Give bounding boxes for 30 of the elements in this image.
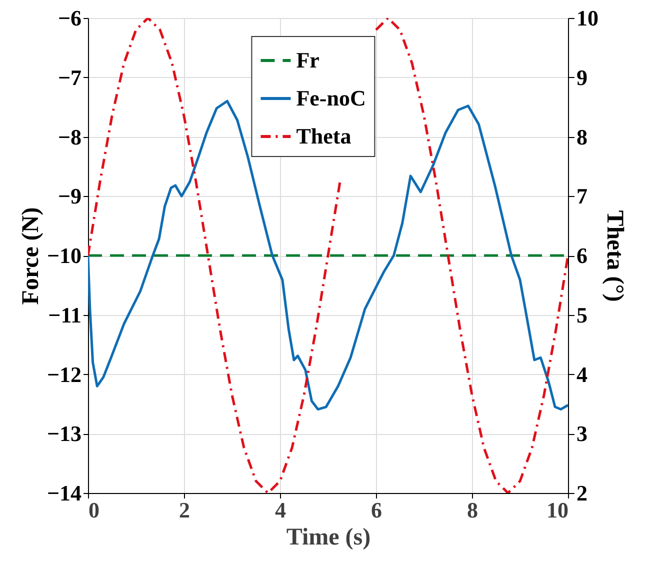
y-tick-label: −14 — [46, 480, 82, 506]
y2-tick-label: 4 — [576, 362, 588, 387]
y-tick-label: −13 — [46, 421, 82, 446]
y2-tick-label: 5 — [576, 302, 588, 328]
y2-tick-label: 2 — [576, 480, 588, 506]
y-tick-label: −9 — [58, 184, 82, 209]
x-tick-label: 2 — [179, 498, 190, 522]
y2-tick-label: 3 — [576, 421, 588, 446]
y-tick-label: −11 — [48, 302, 82, 328]
y-tick-label: −10 — [46, 243, 82, 268]
x-tick-label: 6 — [371, 498, 382, 522]
y-tick-label: −6 — [58, 6, 82, 30]
y-axis-title: Force (N) — [18, 207, 44, 305]
y-tick-label: −7 — [58, 64, 82, 90]
y2-tick-label: 8 — [576, 124, 588, 150]
x-tick-label: 4 — [275, 498, 286, 522]
legend-label: Fr — [296, 48, 320, 72]
x-tick-label: 0 — [88, 498, 100, 522]
y2-tick-label: 9 — [576, 64, 588, 90]
legend-label: Theta — [296, 124, 352, 148]
x-tick-label: 8 — [467, 498, 478, 522]
legend-label: Fe-noC — [296, 86, 366, 110]
y2-tick-label: 7 — [576, 184, 588, 209]
y-tick-label: −8 — [58, 124, 82, 150]
y-tick-label: −12 — [46, 362, 82, 387]
x-tick-label: 10 — [546, 498, 568, 522]
y2-tick-label: 10 — [576, 6, 598, 30]
y2-axis-title: Theta (°) — [602, 210, 628, 302]
x-axis-title: Time (s) — [286, 524, 371, 550]
y2-tick-label: 6 — [576, 243, 588, 268]
